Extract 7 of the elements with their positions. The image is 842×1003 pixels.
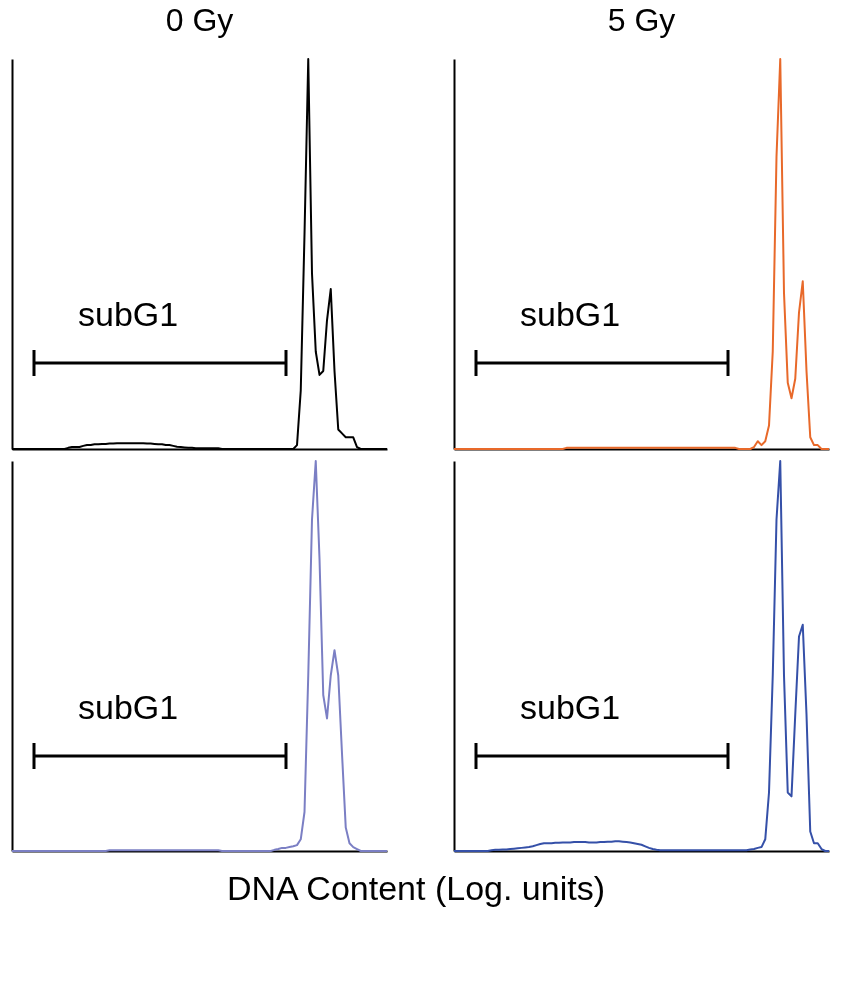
chart-title: 5 Gy: [607, 2, 676, 38]
annotation: subG1: [520, 687, 621, 727]
annotation: subG1: [78, 294, 179, 334]
x-axis-title: DNA Content (Log. units): [226, 869, 606, 908]
annotation: subG1: [78, 687, 179, 727]
chart-title: 0 Gy: [165, 2, 234, 38]
annotation: subG1: [520, 294, 621, 334]
